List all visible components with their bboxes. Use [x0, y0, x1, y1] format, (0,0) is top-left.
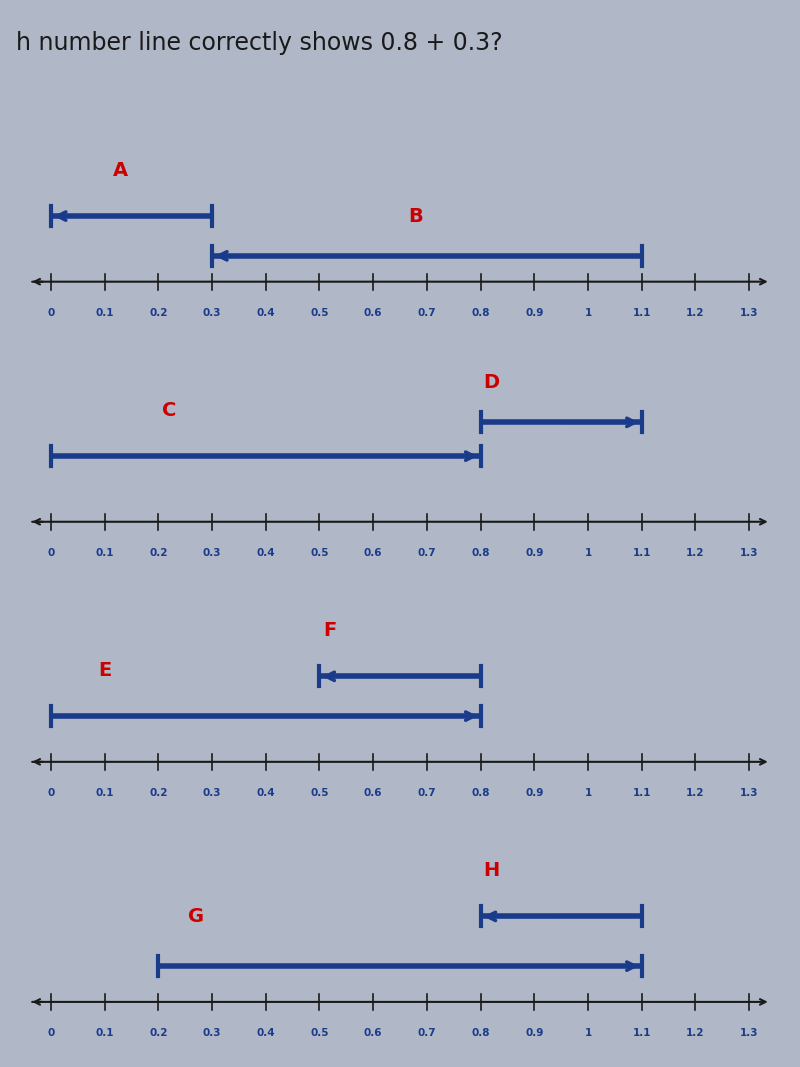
Text: 0.8: 0.8: [471, 1028, 490, 1038]
Text: 0.9: 0.9: [525, 307, 543, 318]
Text: 0.8: 0.8: [471, 307, 490, 318]
Text: 0: 0: [47, 547, 54, 558]
Text: 0.2: 0.2: [149, 1028, 167, 1038]
Text: 0.1: 0.1: [95, 307, 114, 318]
Text: 0.6: 0.6: [364, 787, 382, 798]
Text: 0: 0: [47, 787, 54, 798]
Text: 1.1: 1.1: [633, 307, 651, 318]
Text: 0.2: 0.2: [149, 787, 167, 798]
Text: H: H: [483, 861, 499, 880]
Text: D: D: [483, 373, 499, 392]
Text: 0.1: 0.1: [95, 547, 114, 558]
Text: 0: 0: [47, 307, 54, 318]
Text: 0.5: 0.5: [310, 547, 329, 558]
Text: 0.6: 0.6: [364, 307, 382, 318]
Text: 0.5: 0.5: [310, 787, 329, 798]
Text: 1.3: 1.3: [740, 547, 758, 558]
Text: G: G: [188, 907, 204, 926]
Text: h number line correctly shows 0.8 + 0.3?: h number line correctly shows 0.8 + 0.3?: [16, 31, 502, 54]
Text: 1.2: 1.2: [686, 1028, 705, 1038]
Text: 0.9: 0.9: [525, 547, 543, 558]
Text: 0.4: 0.4: [257, 787, 275, 798]
Text: 0.1: 0.1: [95, 787, 114, 798]
Text: 0.1: 0.1: [95, 1028, 114, 1038]
Text: 0.7: 0.7: [418, 787, 436, 798]
Text: 0.8: 0.8: [471, 787, 490, 798]
Text: 1.1: 1.1: [633, 787, 651, 798]
Text: 1.3: 1.3: [740, 307, 758, 318]
Text: 1: 1: [584, 307, 592, 318]
Text: 0.5: 0.5: [310, 307, 329, 318]
Text: 1: 1: [584, 787, 592, 798]
Text: 1.1: 1.1: [633, 547, 651, 558]
Text: 1: 1: [584, 547, 592, 558]
Text: 0.3: 0.3: [202, 1028, 222, 1038]
Text: 0.4: 0.4: [257, 307, 275, 318]
Text: 0.4: 0.4: [257, 1028, 275, 1038]
Text: 1: 1: [584, 1028, 592, 1038]
Text: 0.8: 0.8: [471, 547, 490, 558]
Text: A: A: [113, 161, 128, 180]
Text: 1.3: 1.3: [740, 787, 758, 798]
Text: 1.3: 1.3: [740, 1028, 758, 1038]
Text: F: F: [323, 621, 337, 640]
Text: 0.6: 0.6: [364, 547, 382, 558]
Text: 0.5: 0.5: [310, 1028, 329, 1038]
Text: 0.9: 0.9: [525, 1028, 543, 1038]
Text: 0.2: 0.2: [149, 307, 167, 318]
Text: C: C: [162, 401, 176, 420]
Text: 0.6: 0.6: [364, 1028, 382, 1038]
Text: 0.3: 0.3: [202, 307, 222, 318]
Text: 0.3: 0.3: [202, 547, 222, 558]
Text: 0.7: 0.7: [418, 547, 436, 558]
Text: 1.1: 1.1: [633, 1028, 651, 1038]
Text: 1.2: 1.2: [686, 787, 705, 798]
Text: 0: 0: [47, 1028, 54, 1038]
Text: 0.2: 0.2: [149, 547, 167, 558]
Text: 0.7: 0.7: [418, 1028, 436, 1038]
Text: 0.9: 0.9: [525, 787, 543, 798]
Text: E: E: [98, 660, 111, 680]
Text: 0.7: 0.7: [418, 307, 436, 318]
Text: 0.3: 0.3: [202, 787, 222, 798]
Text: 1.2: 1.2: [686, 307, 705, 318]
Text: B: B: [409, 207, 423, 225]
Text: 0.4: 0.4: [257, 547, 275, 558]
Text: 1.2: 1.2: [686, 547, 705, 558]
